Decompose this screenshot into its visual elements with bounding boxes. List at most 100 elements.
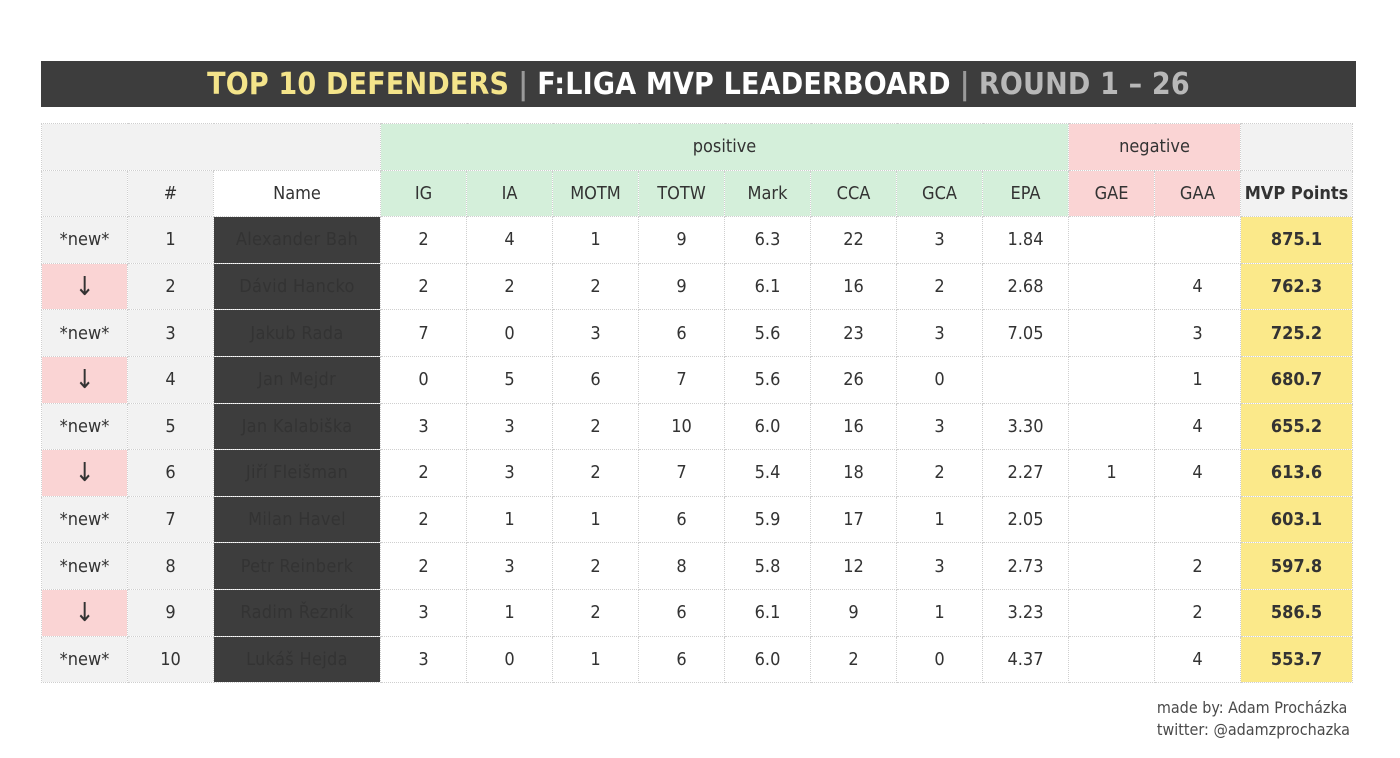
rank-cell: 7: [127, 495, 214, 544]
column-header: MOTM: [552, 169, 639, 218]
title-separator: |: [518, 66, 529, 102]
mark-cell: 6.1: [724, 262, 811, 311]
motm-cell: 6: [552, 355, 639, 404]
mvp-points-cell: 603.1: [1240, 495, 1353, 544]
table-row: *new* 3 Jakub Rada 7 0 3 6 5.6 23 3 7.05 3 725.2: [41, 309, 1353, 357]
ia-cell: 3: [466, 542, 553, 590]
epa-cell: 2.68: [982, 262, 1069, 311]
ia-cell: 1: [466, 495, 553, 544]
epa-cell: 3.30: [982, 402, 1069, 451]
motm-cell: 3: [552, 309, 639, 357]
mark-cell: 5.8: [724, 542, 811, 590]
mvp-points-cell: 875.1: [1240, 216, 1353, 264]
epa-cell: 3.23: [982, 588, 1069, 637]
column-header: TOTW: [638, 169, 725, 218]
column-header: GCA: [896, 169, 983, 218]
column-header: #: [127, 169, 214, 218]
gca-cell: 1: [896, 588, 983, 637]
status-cell: *new*: [41, 635, 128, 684]
credits: made by: Adam Procházka twitter: @adamzp…: [1157, 697, 1350, 741]
mark-cell: 6.3: [724, 216, 811, 264]
table-row: *new* 8 Petr Reinberk 2 3 2 8 5.8 12 3 2.73 2 597.8: [41, 542, 1353, 590]
table-row: ↓ 2 Dávid Hancko 2 2 2 9 6.1 16 2 2.68 4 762.3: [41, 262, 1353, 311]
column-header-row: # Name IG IA MOTM TOTW Mark CCA GCA EPA GAE GAA MVP …: [41, 169, 1353, 218]
status-cell: *new*: [41, 542, 128, 590]
gaa-cell: 4: [1154, 449, 1241, 497]
table-row: *new* 10 Lukáš Hejda 3 0 1 6 6.0 2 0 4.37 4 553.7: [41, 635, 1353, 684]
status-cell: *new*: [41, 216, 128, 264]
column-header: GAE: [1068, 169, 1155, 218]
gaa-cell: 3: [1154, 309, 1241, 357]
totw-cell: 7: [638, 355, 725, 404]
cca-cell: 9: [810, 588, 897, 637]
ig-cell: 2: [380, 449, 467, 497]
player-name-cell: Petr Reinberk: [213, 542, 381, 590]
ia-cell: 5: [466, 355, 553, 404]
title-separator: |: [959, 66, 970, 102]
epa-cell: 7.05: [982, 309, 1069, 357]
gae-cell: [1068, 402, 1155, 451]
totw-cell: 6: [638, 495, 725, 544]
motm-cell: 2: [552, 402, 639, 451]
gca-cell: 1: [896, 495, 983, 544]
table-row: ↓ 6 Jiří Fleišman 2 3 2 7 5.4 18 2 2.27 1 4 613.6: [41, 449, 1353, 497]
cca-cell: 2: [810, 635, 897, 684]
player-name-cell: Lukáš Hejda: [213, 635, 381, 684]
gae-cell: [1068, 309, 1155, 357]
gca-cell: 0: [896, 635, 983, 684]
title-round: ROUND 1 – 26: [978, 66, 1190, 102]
ia-cell: 1: [466, 588, 553, 637]
mvp-points-cell: 655.2: [1240, 402, 1353, 451]
epa-cell: 2.73: [982, 542, 1069, 590]
column-header: IG: [380, 169, 467, 218]
cca-cell: 16: [810, 262, 897, 311]
rank-cell: 6: [127, 449, 214, 497]
rank-cell: 5: [127, 402, 214, 451]
mvp-points-cell: 586.5: [1240, 588, 1353, 637]
mark-cell: 6.0: [724, 635, 811, 684]
column-header: MVP Points: [1240, 169, 1353, 218]
gaa-cell: 2: [1154, 542, 1241, 590]
player-name-cell: Milan Havel: [213, 495, 381, 544]
ig-cell: 7: [380, 309, 467, 357]
ia-cell: 0: [466, 635, 553, 684]
mvp-points-cell: 613.6: [1240, 449, 1353, 497]
epa-cell: 2.27: [982, 449, 1069, 497]
totw-cell: 9: [638, 216, 725, 264]
epa-cell: 1.84: [982, 216, 1069, 264]
ia-cell: 4: [466, 216, 553, 264]
rank-cell: 3: [127, 309, 214, 357]
gaa-cell: 4: [1154, 402, 1241, 451]
table-row: *new* 7 Milan Havel 2 1 1 6 5.9 17 1 2.05 603.1: [41, 495, 1353, 544]
ig-cell: 0: [380, 355, 467, 404]
column-header: [41, 169, 128, 218]
credits-author: made by: Adam Procházka: [1156, 698, 1348, 717]
column-header: GAA: [1154, 169, 1241, 218]
motm-cell: 1: [552, 635, 639, 684]
column-header: EPA: [982, 169, 1069, 218]
title-bar: TOP 10 DEFENDERS | F:LIGA MVP LEADERBOAR…: [41, 61, 1356, 107]
gaa-cell: 1: [1154, 355, 1241, 404]
mvp-points-cell: 553.7: [1240, 635, 1353, 684]
table-row: *new* 5 Jan Kalabiška 3 3 2 10 6.0 16 3 3.30 4 655.2: [41, 402, 1353, 451]
mark-cell: 5.6: [724, 355, 811, 404]
ia-cell: 3: [466, 449, 553, 497]
ig-cell: 2: [380, 216, 467, 264]
rank-cell: 9: [127, 588, 214, 637]
player-name-cell: Dávid Hancko: [213, 262, 381, 311]
status-cell: ↓: [41, 588, 128, 637]
gaa-cell: [1154, 495, 1241, 544]
rank-cell: 8: [127, 542, 214, 590]
totw-cell: 9: [638, 262, 725, 311]
ig-cell: 2: [380, 495, 467, 544]
mvp-points-cell: 762.3: [1240, 262, 1353, 311]
gca-cell: 2: [896, 449, 983, 497]
status-cell: ↓: [41, 355, 128, 404]
totw-cell: 6: [638, 309, 725, 357]
mvp-points-cell: 680.7: [1240, 355, 1353, 404]
group-negative-label: negative: [1068, 123, 1241, 171]
motm-cell: 2: [552, 542, 639, 590]
player-name-cell: Jan Kalabiška: [213, 402, 381, 451]
epa-cell: [982, 355, 1069, 404]
motm-cell: 2: [552, 588, 639, 637]
